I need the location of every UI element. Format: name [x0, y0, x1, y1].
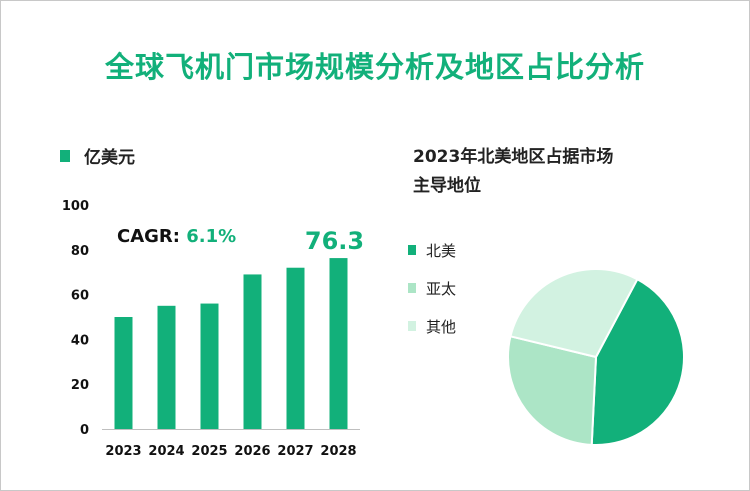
bar: [286, 267, 305, 429]
pie-slice: [507, 335, 598, 446]
bar: [157, 305, 176, 429]
cagr-label: CAGR:: [117, 226, 180, 247]
pie-legend-item: 北美: [408, 240, 456, 260]
x-tick-label: 2027: [277, 444, 313, 459]
x-tick-label: 2024: [148, 444, 184, 459]
unit-legend: 亿美元: [60, 143, 135, 168]
page-title: 全球飞机门市场规模分析及地区占比分析: [104, 50, 645, 84]
y-tick-label: 100: [62, 199, 89, 214]
x-tick-label: 2028: [320, 444, 356, 459]
bar: [243, 274, 262, 429]
unit-legend-swatch: [60, 149, 70, 162]
y-tick-label: 60: [71, 289, 89, 304]
y-tick-label: 20: [71, 378, 89, 393]
y-tick-label: 80: [71, 244, 89, 259]
cagr-annotation: CAGR: 6.1%: [117, 226, 236, 247]
pie-legend-label: 北美: [426, 241, 457, 260]
x-tick-label: 2026: [234, 444, 270, 459]
y-tick-label: 0: [80, 423, 89, 438]
pie-legend-label: 亚太: [426, 279, 457, 298]
x-tick-label: 2023: [105, 444, 141, 459]
pie-title-line2: 主导地位: [413, 176, 481, 196]
bar: [329, 258, 348, 429]
bar: [114, 317, 133, 429]
bar: [200, 303, 219, 429]
pie-legend-swatch: [408, 245, 416, 255]
highlight-value-label: 76.3: [305, 227, 364, 255]
pie-legend-label: 其他: [426, 317, 457, 336]
pie-legend-item: 其他: [408, 316, 456, 336]
pie-legend-item: 亚太: [408, 278, 456, 298]
unit-label: 亿美元: [84, 148, 135, 168]
pie-title-line1: 2023年北美地区占据市场: [413, 147, 614, 167]
pie-legend-swatch: [408, 283, 416, 293]
x-tick-label: 2025: [191, 444, 227, 459]
pie-legend: 北美 亚太 其他: [408, 240, 456, 354]
pie-title: 2023年北美地区占据市场 主导地位: [413, 143, 613, 201]
pie-slice: [590, 277, 685, 446]
cagr-value: 6.1%: [186, 226, 237, 247]
pie-slice: [509, 268, 639, 359]
pie-legend-swatch: [408, 321, 416, 331]
y-tick-label: 40: [71, 333, 89, 348]
